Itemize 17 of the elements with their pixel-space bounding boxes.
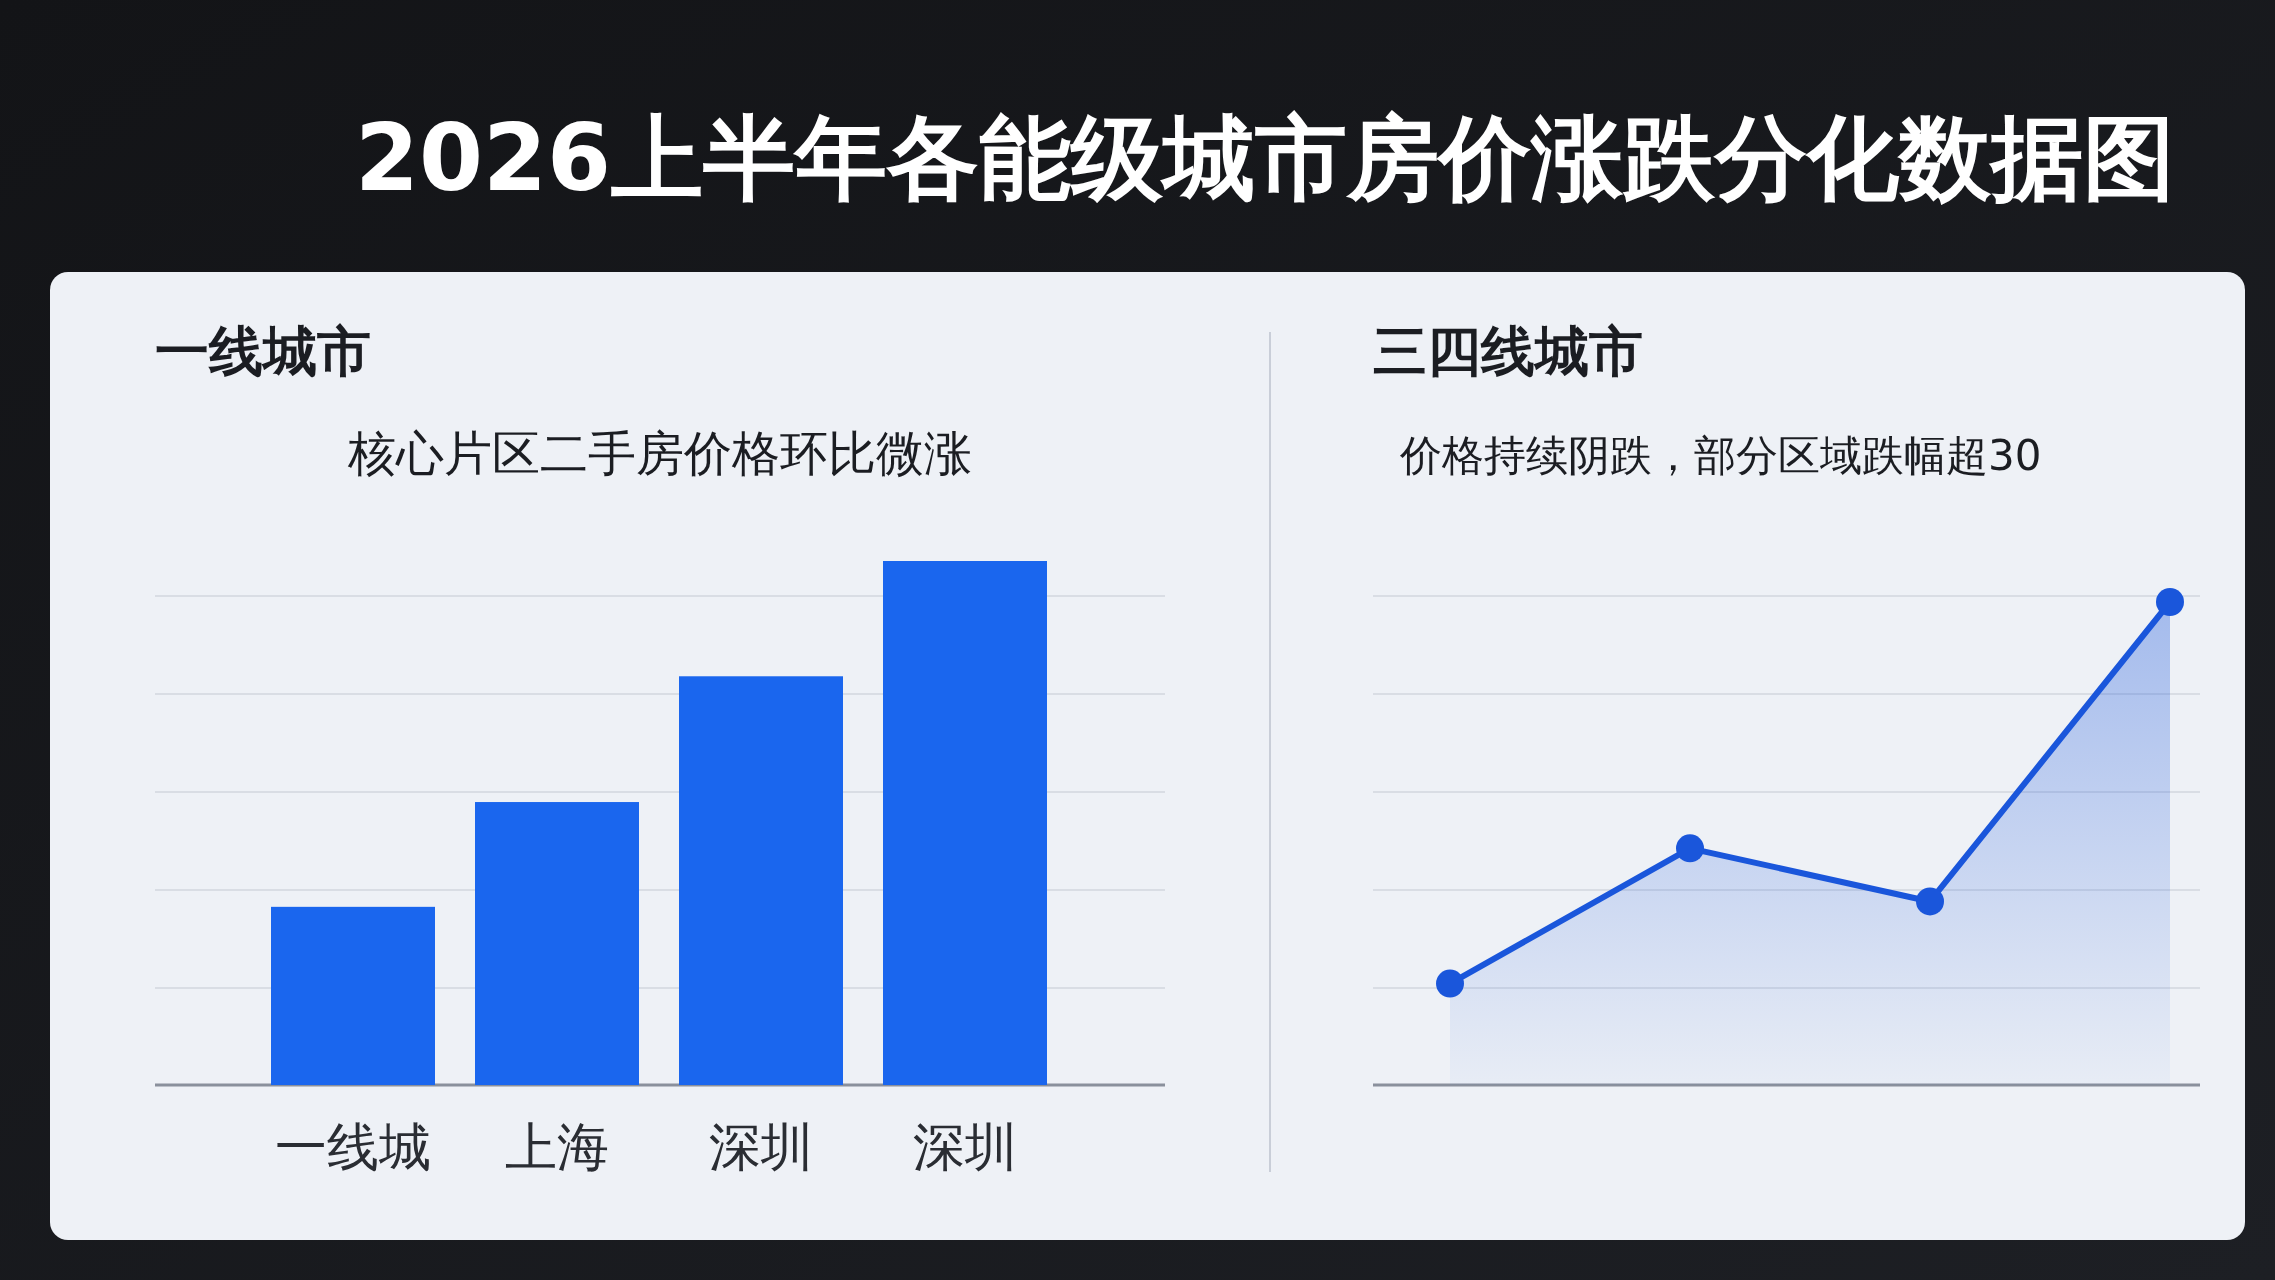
text: 2026上半年各能级城市房价涨跌分化数据图: [354, 105, 2176, 212]
point: [1436, 969, 1464, 998]
chart-subtitle: 价格持续阴跌，部分区域跌幅超30: [1399, 431, 2042, 480]
bar: [271, 906, 435, 1085]
chart-title: 一线城市: [155, 320, 371, 383]
bar: [679, 676, 843, 1085]
x-tick-label: 一线城: [275, 1117, 431, 1177]
chart-subtitle: 核心片区二手房价格环比微涨: [347, 425, 972, 481]
bar: [883, 561, 1047, 1085]
point: [1916, 887, 1944, 916]
x-tick-label: 深圳: [913, 1117, 1017, 1177]
x-tick-label: 深圳: [709, 1117, 813, 1177]
chart-title: 三四线城市: [1373, 320, 1643, 383]
point: [1676, 834, 1704, 863]
point: [2156, 588, 2184, 616]
x-tick-label: 上海: [505, 1117, 609, 1177]
bar: [475, 802, 639, 1085]
